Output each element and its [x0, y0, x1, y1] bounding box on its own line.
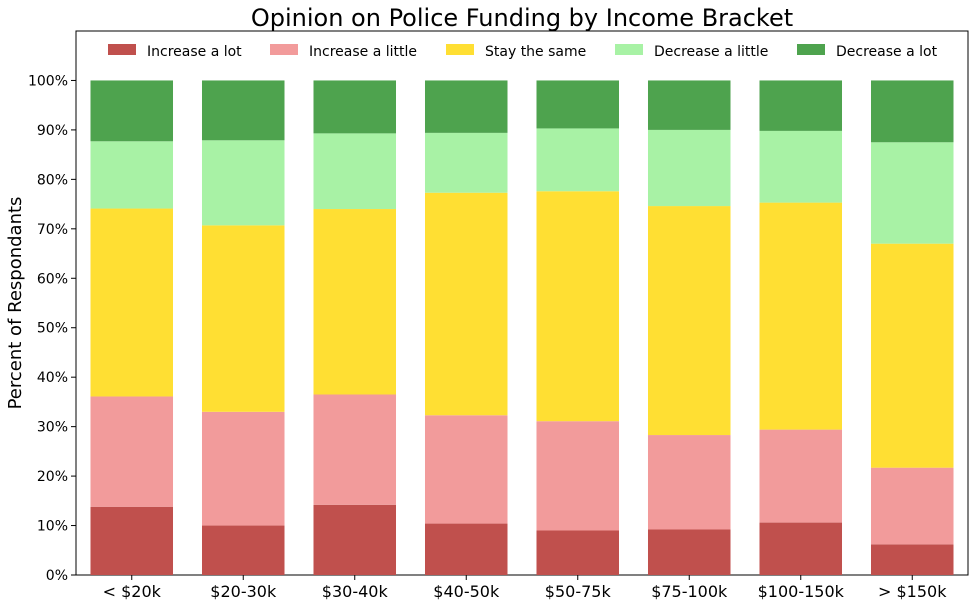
bar-segment: [647, 206, 731, 436]
y-tick-label: 10%: [37, 519, 68, 535]
bar-segment: [536, 128, 620, 192]
bar-segment: [759, 202, 843, 430]
legend-swatch: [270, 44, 298, 55]
legend-label: Increase a little: [309, 44, 417, 60]
x-tick-label: $75-100k: [651, 582, 728, 601]
bar-segment: [313, 133, 397, 210]
plot-frame: [75, 30, 969, 576]
y-tick-label: 80%: [37, 172, 68, 188]
y-tick-label: 70%: [37, 222, 68, 238]
bar-segment: [647, 80, 731, 130]
legend-item: Increase a lot: [108, 44, 242, 60]
bar-segment: [647, 129, 731, 207]
bar-segment: [870, 142, 954, 244]
bar-segment: [536, 80, 620, 129]
y-tick-label: 40%: [37, 370, 68, 386]
bar-segment: [201, 80, 285, 141]
bar-segment: [90, 80, 174, 142]
bar-segment: [870, 243, 954, 468]
y-tick-label: 30%: [37, 420, 68, 436]
x-tick-label: < $20k: [103, 582, 162, 601]
y-tick-label: 50%: [37, 321, 68, 337]
bar-segment: [90, 506, 174, 575]
x-tick-label: $30-40k: [322, 582, 389, 601]
x-tick-label: $20-30k: [210, 582, 277, 601]
x-axis: < $20k $20-30k $30-40k $40-50k $50-75k $75-10…: [103, 575, 947, 601]
legend-item: Decrease a little: [615, 44, 768, 60]
plot-area: [75, 30, 969, 576]
bar-segment: [759, 522, 843, 575]
legend-label: Increase a lot: [147, 44, 242, 60]
bar-segment: [313, 394, 397, 505]
y-tick-label: 60%: [37, 271, 68, 287]
y-tick-label: 20%: [37, 469, 68, 485]
bar-segment: [759, 80, 843, 131]
legend-swatch: [446, 44, 474, 55]
bar-segment: [201, 525, 285, 575]
bar-segment: [313, 80, 397, 134]
bar-segment: [647, 529, 731, 575]
y-tick-label: 100%: [28, 73, 68, 89]
y-tick-label: 0%: [46, 568, 68, 584]
bar-segment: [424, 523, 508, 575]
bar-segment: [201, 140, 285, 226]
bar-segment: [424, 192, 508, 416]
bars: [90, 80, 954, 575]
x-tick-label: > $150k: [878, 582, 947, 601]
bar-segment: [759, 429, 843, 523]
legend-swatch: [108, 44, 136, 55]
legend-label: Stay the same: [485, 44, 586, 60]
bar-segment: [424, 415, 508, 524]
bar-segment: [536, 530, 620, 575]
legend-item: Increase a little: [270, 44, 417, 60]
bar-segment: [90, 396, 174, 507]
x-tick-label: $40-50k: [433, 582, 500, 601]
bar-segment: [759, 130, 843, 203]
legend-swatch: [615, 44, 643, 55]
legend-swatch: [797, 44, 825, 55]
legend-item: Decrease a lot: [797, 44, 938, 60]
legend: Increase a lot Increase a little Stay the …: [108, 44, 938, 60]
y-axis: 0% 10% 20% 30% 40% 50% 60% 70% 80% 90% 100%: [28, 73, 76, 584]
legend-label: Decrease a lot: [836, 44, 938, 60]
x-tick-label: $50-75k: [545, 582, 612, 601]
chart-title: Opinion on Police Funding by Income Brac…: [251, 4, 793, 32]
bar-segment: [90, 141, 174, 209]
legend-item: Stay the same: [446, 44, 586, 60]
bar-segment: [536, 421, 620, 531]
bar-segment: [870, 80, 954, 143]
y-axis-label: Percent of Respondants: [5, 197, 26, 410]
bar-segment: [424, 80, 508, 133]
x-tick-label: $100-150k: [758, 582, 845, 601]
bar-segment: [313, 209, 397, 395]
bar-segment: [201, 411, 285, 526]
bar-segment: [647, 435, 731, 530]
bar-segment: [870, 544, 954, 575]
bar-segment: [870, 467, 954, 545]
legend-label: Decrease a little: [654, 44, 768, 60]
bar-segment: [201, 225, 285, 412]
bar-segment: [536, 191, 620, 422]
bar-segment: [424, 132, 508, 193]
bar-segment: [90, 208, 174, 397]
bar-segment: [313, 504, 397, 575]
y-tick-label: 90%: [37, 123, 68, 139]
